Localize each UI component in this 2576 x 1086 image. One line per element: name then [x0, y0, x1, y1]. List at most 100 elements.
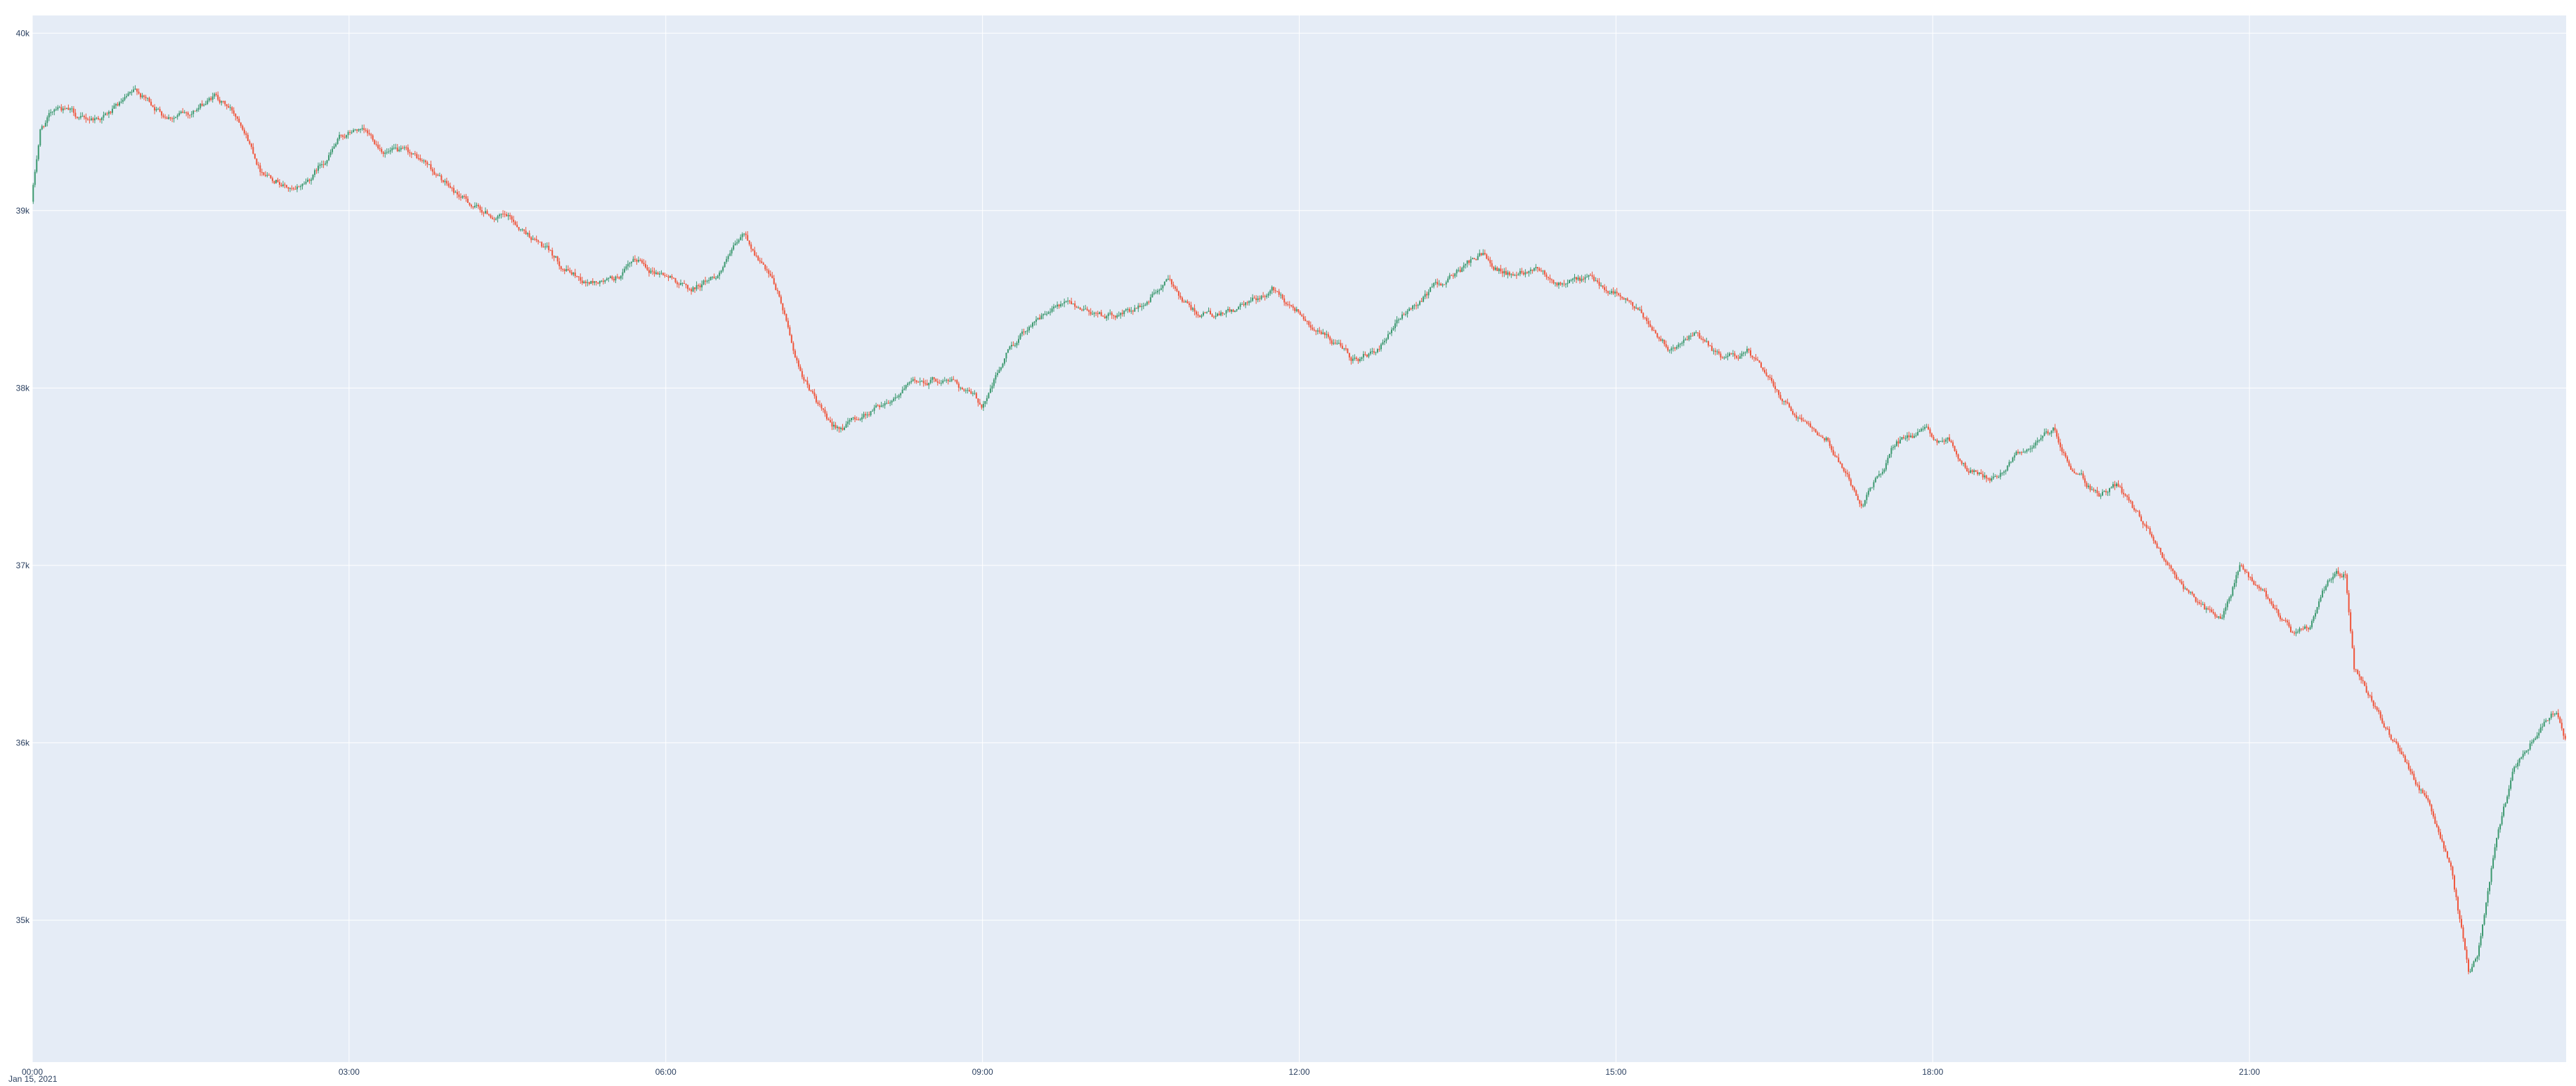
candle — [664, 273, 666, 278]
candle — [428, 164, 430, 165]
candle — [2330, 577, 2332, 583]
candle — [797, 358, 799, 369]
candle — [161, 110, 163, 119]
candle-body — [1671, 348, 1673, 351]
candle — [1552, 279, 1555, 285]
candle-body — [85, 117, 87, 119]
candle-body — [2371, 695, 2373, 701]
candle-body — [2261, 589, 2263, 591]
candle-body — [115, 104, 117, 106]
candle — [2135, 509, 2137, 513]
candle — [1758, 360, 1760, 363]
candle-body — [940, 383, 942, 384]
candle — [794, 348, 796, 358]
candle-body — [53, 109, 55, 112]
candle — [516, 221, 518, 228]
candle-body — [1926, 426, 1928, 428]
candle-body — [1531, 269, 1534, 271]
candle — [1630, 299, 1632, 305]
candle — [1526, 271, 1528, 275]
candle-body — [1545, 274, 1548, 277]
candle-body — [555, 256, 557, 258]
candle — [1260, 294, 1262, 301]
candle-body — [1640, 309, 1642, 313]
candle — [1713, 348, 1715, 355]
candle — [1512, 271, 1514, 277]
candle — [1695, 330, 1697, 334]
candle — [1345, 344, 1347, 351]
candle — [1792, 408, 1794, 416]
candle-body — [1461, 268, 1463, 273]
candle-body — [1998, 476, 2000, 478]
candle-body — [268, 174, 270, 176]
candle — [1570, 278, 1572, 282]
candle-body — [1869, 488, 1871, 491]
candle-body — [1894, 445, 1896, 447]
candle — [813, 388, 816, 399]
candle-body — [1776, 388, 1778, 391]
candle — [2170, 564, 2172, 572]
candle-body — [416, 154, 418, 159]
candle-body — [178, 112, 181, 116]
candle — [556, 256, 558, 265]
candle-body — [106, 113, 108, 115]
candle-body — [1552, 280, 1555, 284]
candle-body — [866, 414, 868, 416]
candle — [2545, 718, 2547, 723]
candle — [842, 424, 844, 431]
candle — [2017, 449, 2019, 455]
candle-body — [469, 202, 471, 205]
candle — [861, 413, 863, 423]
candle-body — [169, 117, 171, 119]
candle-body — [1217, 313, 1219, 316]
candle-body — [891, 400, 893, 403]
candle — [859, 417, 861, 421]
candle-body — [2431, 804, 2433, 812]
candle-body — [1661, 339, 1663, 341]
candle-body — [1074, 303, 1076, 307]
candle — [1720, 351, 1722, 360]
candle-body — [2048, 433, 2051, 434]
candle — [1709, 344, 1711, 346]
candle-body — [695, 285, 698, 289]
candle-body — [294, 189, 296, 190]
candle — [2089, 483, 2091, 492]
candle — [801, 368, 803, 379]
candle — [669, 275, 672, 278]
candle-body — [486, 211, 488, 214]
candle — [1340, 339, 1342, 348]
candle — [1179, 292, 1182, 300]
candle-body — [1413, 305, 1416, 306]
candle — [136, 88, 138, 96]
candle-body — [1764, 369, 1766, 373]
candle — [1281, 294, 1283, 301]
candle — [535, 235, 537, 242]
candle — [69, 107, 71, 113]
candle — [402, 145, 404, 150]
candle — [1945, 438, 1947, 444]
candle — [2561, 719, 2563, 731]
candle — [1285, 301, 1287, 306]
candle — [93, 115, 96, 124]
candle-body — [285, 185, 287, 188]
candle-body — [2013, 455, 2015, 458]
candle — [2251, 574, 2253, 582]
candle-body — [315, 170, 318, 171]
candle-body — [1376, 348, 1378, 353]
candle — [1406, 308, 1408, 318]
candle — [762, 261, 764, 266]
candle-body — [1790, 407, 1792, 412]
candle-body — [863, 414, 865, 418]
candle — [292, 187, 294, 191]
candle-body — [762, 263, 764, 265]
candle — [2209, 606, 2211, 613]
candle — [488, 214, 490, 216]
candle — [1963, 462, 1965, 466]
candle — [2284, 617, 2287, 623]
candle-body — [532, 238, 534, 240]
candle-body — [379, 148, 381, 150]
candle-body — [419, 158, 421, 161]
candle-body — [1730, 353, 1732, 355]
candle-body — [365, 129, 367, 131]
candle — [771, 272, 773, 279]
